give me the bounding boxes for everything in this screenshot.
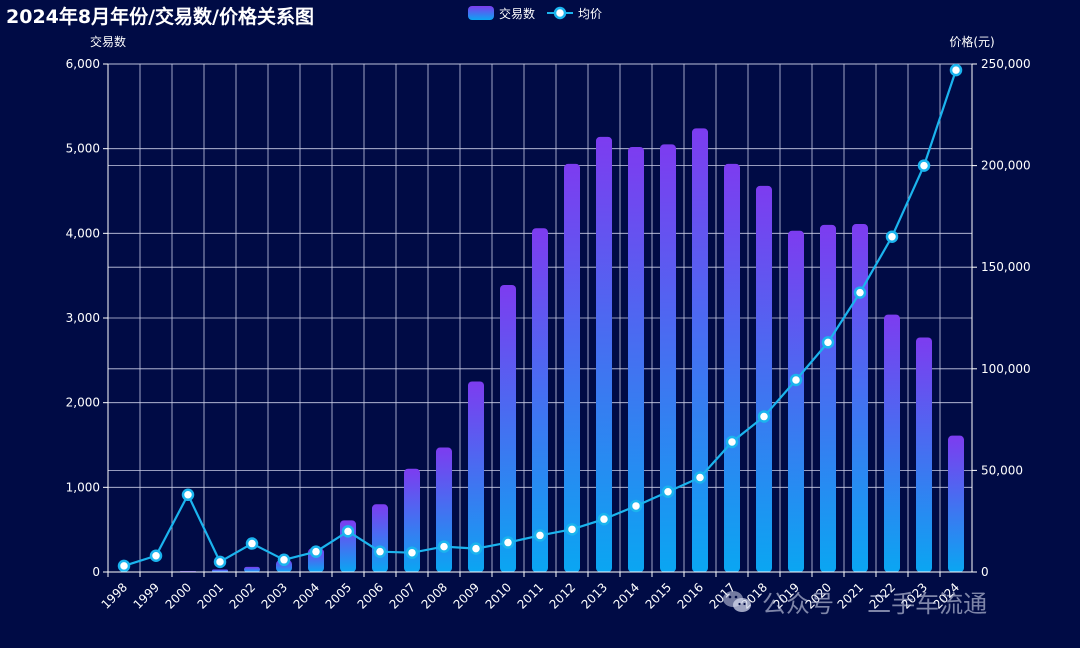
- x-tick-label: 2008: [419, 580, 450, 611]
- y-tick-label-right: 150,000: [981, 260, 1031, 274]
- line-point[interactable]: [501, 536, 515, 549]
- y-tick-label-right: 100,000: [981, 362, 1031, 376]
- bar[interactable]: [212, 569, 228, 572]
- bar[interactable]: [532, 228, 548, 572]
- bar[interactable]: [500, 284, 516, 572]
- bar[interactable]: [244, 566, 260, 572]
- line-point[interactable]: [949, 63, 963, 77]
- bar[interactable]: [404, 468, 420, 572]
- line-point[interactable]: [917, 159, 931, 172]
- y-tick-label-right: 50,000: [981, 463, 1023, 477]
- bar[interactable]: [436, 447, 452, 572]
- watermark-separator: ·: [848, 592, 854, 611]
- line-point[interactable]: [693, 471, 707, 484]
- legend-label-bar: 交易数: [499, 6, 536, 21]
- line-point[interactable]: [533, 529, 547, 542]
- watermark-right-text: 二手车流通: [867, 590, 988, 618]
- bar[interactable]: [884, 314, 900, 572]
- line-point[interactable]: [565, 523, 579, 536]
- x-tick-label: 2010: [483, 580, 514, 611]
- legend-bar-swatch: [468, 6, 494, 20]
- line-point[interactable]: [789, 373, 803, 387]
- bar[interactable]: [372, 504, 388, 572]
- line-point[interactable]: [373, 545, 387, 558]
- watermark: 公众号 · 二手车流通: [722, 584, 987, 619]
- x-tick-label: 2006: [355, 580, 386, 611]
- x-tick-label: 2005: [323, 580, 354, 611]
- y-tick-label-left: 3,000: [66, 311, 100, 325]
- x-tick-label: 2000: [163, 580, 194, 611]
- x-tick-label: 2015: [643, 580, 674, 611]
- bar[interactable]: [660, 144, 676, 572]
- bar[interactable]: [916, 337, 932, 572]
- line-point[interactable]: [149, 549, 163, 562]
- bar[interactable]: [852, 224, 868, 572]
- x-tick-label: 2016: [675, 580, 706, 611]
- line-series: [117, 63, 963, 573]
- bar[interactable]: [564, 163, 580, 572]
- x-tick-label: 1998: [99, 580, 130, 611]
- x-tick-label: 2013: [579, 580, 610, 611]
- y-tick-label-left: 1,000: [66, 480, 100, 494]
- bar[interactable]: [692, 128, 708, 572]
- line-point[interactable]: [853, 286, 867, 299]
- x-tick-label: 1999: [131, 580, 162, 611]
- line-point[interactable]: [117, 559, 131, 573]
- line-point[interactable]: [341, 525, 355, 538]
- line-point[interactable]: [245, 537, 259, 550]
- x-tick-label: 2003: [259, 580, 290, 611]
- line-point[interactable]: [597, 512, 611, 526]
- y-tick-label-right: 200,000: [981, 159, 1031, 173]
- line-point[interactable]: [437, 540, 451, 553]
- x-tick-label: 2014: [611, 580, 642, 611]
- line-point[interactable]: [885, 230, 899, 243]
- legend: 交易数 均价: [468, 3, 614, 23]
- x-tick-label: 2007: [387, 580, 418, 611]
- bar[interactable]: [788, 230, 804, 572]
- y-tick-label-left: 4,000: [66, 226, 100, 240]
- x-tick-label: 2002: [227, 580, 258, 611]
- y-tick-label-left: 6,000: [66, 57, 100, 71]
- y-tick-label-right: 0: [981, 565, 989, 579]
- x-tick-label: 2004: [291, 580, 322, 611]
- line-point[interactable]: [213, 555, 227, 569]
- legend-label-line: 均价: [578, 6, 603, 21]
- bar[interactable]: [820, 224, 836, 572]
- y-axis-label-right: 价格(元): [949, 34, 994, 49]
- y-tick-label-right: 250,000: [981, 57, 1031, 71]
- x-tick-label: 2011: [515, 580, 546, 611]
- watermark-left-text: 公众号: [762, 590, 834, 618]
- y-tick-label-left: 2,000: [66, 396, 100, 410]
- bar[interactable]: [756, 185, 772, 573]
- legend-item-line[interactable]: 均价: [547, 5, 602, 22]
- y-axis-label-left: 交易数: [90, 34, 126, 49]
- x-tick-label: 2009: [451, 580, 482, 611]
- wechat-icon: [723, 590, 751, 612]
- line-point[interactable]: [405, 546, 419, 559]
- line-point[interactable]: [469, 542, 483, 555]
- line-point[interactable]: [757, 410, 771, 423]
- line-point[interactable]: [277, 553, 291, 567]
- bar[interactable]: [948, 435, 964, 572]
- bar[interactable]: [628, 146, 644, 572]
- line-point[interactable]: [821, 336, 835, 349]
- line-point[interactable]: [309, 545, 323, 558]
- bar[interactable]: [468, 381, 484, 573]
- bar-series: [116, 128, 964, 573]
- chart-title: 2024年8月年份/交易数/价格关系图: [6, 6, 314, 28]
- x-tick-label: 2012: [547, 580, 578, 611]
- legend-item-bar[interactable]: 交易数: [468, 5, 535, 22]
- y-tick-label-left: 5,000: [66, 142, 100, 156]
- line-point[interactable]: [181, 488, 195, 502]
- y-tick-label-left: 0: [92, 565, 100, 579]
- bar[interactable]: [724, 163, 740, 572]
- legend-line-swatch: [547, 6, 574, 20]
- bar[interactable]: [596, 136, 612, 572]
- line-point[interactable]: [629, 499, 643, 513]
- line-point[interactable]: [725, 435, 739, 449]
- x-tick-label: 2001: [195, 580, 226, 611]
- line-point[interactable]: [661, 485, 675, 498]
